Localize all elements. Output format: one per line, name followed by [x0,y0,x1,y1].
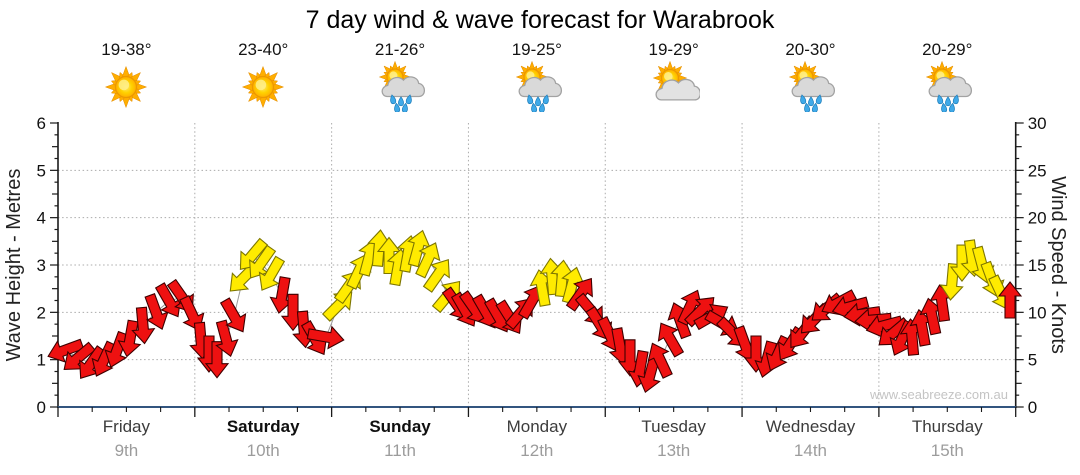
date-label: 12th [520,441,554,460]
wind-arrow-yellow [422,259,450,293]
wind-arrow-red [117,319,142,358]
wind-arrow-red [997,281,1023,319]
date-label: 14th [793,441,828,460]
weather-icon-sun-cloud-rain [378,60,426,112]
temperature-range: 19-25° [511,40,562,59]
wind-arrow-red [204,341,230,379]
wind-arrow-yellow [258,255,286,291]
wind-arrow-red [131,306,156,345]
day-label: Wednesday [765,417,856,436]
date-label: 11th [384,441,416,460]
wind-arrow-red [306,325,345,350]
wind-arrow-red [219,297,247,333]
wind-axis-tick-label: 15 [1028,256,1047,275]
date-label: 10th [246,441,280,460]
wind-arrow-red [657,322,685,358]
temperature-range: 21-26° [374,40,426,59]
temperature-range: 23-40° [238,40,289,59]
wind-axis-tick-label: 10 [1028,303,1047,322]
day-label: Friday [102,417,151,436]
weather-icon-sunny [105,65,148,109]
day-label: Tuesday [641,417,706,436]
wind-axis-tick-label: 5 [1028,351,1037,370]
wind-axis-tick-label: 25 [1028,161,1047,180]
date-label: 13th [657,441,691,460]
day-label: Monday [506,417,568,436]
weather-icon-sunny [241,65,285,109]
weather-icon-sun-cloud [652,60,700,101]
wind-arrow-red [179,295,205,332]
wind-axis-tick-label: 20 [1028,209,1047,228]
weather-icon-sun-cloud-rain [925,60,973,112]
date-label: 9th [114,441,139,460]
wind-axis-tick-label: 30 [1028,114,1047,133]
wind-arrow-red [565,277,593,312]
temperature-range: 19-29° [648,40,699,59]
wind-arrow-red [215,319,239,358]
temperature-range: 20-29° [922,40,973,59]
wind-arrow-red [104,330,129,368]
wave-axis-tick-label: 5 [37,161,46,180]
wave-axis-tick-label: 4 [37,209,46,228]
wind-axis-tick-label: 0 [1028,398,1037,417]
temperature-range: 19-38° [101,40,152,59]
date-label: 15th [930,441,964,460]
temperature-range: 20-30° [785,40,836,59]
wave-axis-tick-label: 0 [37,398,46,417]
weather-icon-sun-cloud-rain [515,60,562,112]
weather-icon-sun-cloud-rain [789,60,836,112]
wave-axis-tick-label: 2 [37,303,46,322]
wind-arrow-yellow [415,242,441,279]
wave-axis-tick-label: 1 [37,351,46,370]
wind-arrow-red [47,338,85,363]
day-label: Sunday [369,417,431,436]
wind-arrow-red [91,340,117,377]
wind-arrow-red [647,342,673,379]
wave-axis-tick-label: 3 [37,256,46,275]
day-label: Thursday [911,417,983,436]
day-label: Saturday [226,417,300,436]
page-title: 7 day wind & wave forecast for Warabrook [305,6,775,34]
watermark: www.seabreeze.com.au [869,387,1008,402]
wave-axis-tick-label: 6 [37,114,46,133]
